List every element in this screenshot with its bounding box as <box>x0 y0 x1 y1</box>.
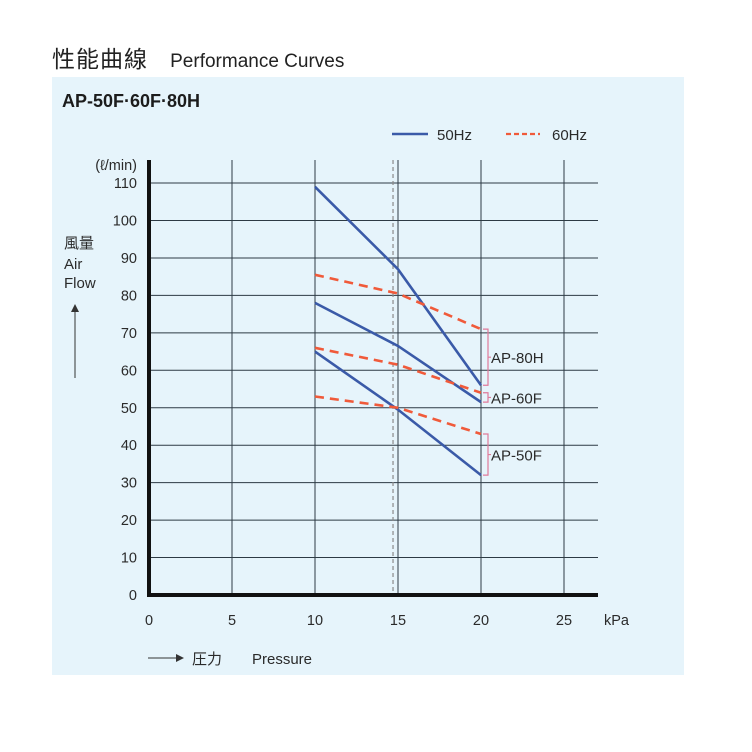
y-tick-label: 10 <box>121 551 137 567</box>
y-tick-label: 60 <box>121 363 137 379</box>
y-tick-label: 80 <box>121 288 137 304</box>
series-line-ap-80h-50hz <box>314 185 483 387</box>
x-tick-label: 0 <box>145 613 153 629</box>
y-tick-label: 100 <box>113 214 137 230</box>
model-label: AP-60F <box>491 390 542 407</box>
legend-label-50hz: 50Hz <box>437 127 472 144</box>
x-tick-label: 15 <box>390 613 406 629</box>
y-tick-label: 40 <box>121 438 137 454</box>
page-title-en: Performance Curves <box>170 51 345 72</box>
model-bracket <box>483 328 491 386</box>
model-bracket <box>483 392 491 403</box>
series-line-ap-50f-60hz <box>314 395 482 436</box>
x-tick-label: 25 <box>556 613 572 629</box>
chart-panel <box>52 77 684 675</box>
legend-label-60hz: 60Hz <box>552 127 587 144</box>
y-tick-label: 20 <box>121 513 137 529</box>
arrow-up-icon <box>71 304 79 312</box>
x-tick-label: 5 <box>228 613 236 629</box>
page-title-jp: 性能曲線 <box>52 47 148 73</box>
model-label: AP-80H <box>491 350 544 367</box>
model-bracket <box>483 433 491 476</box>
x-tick-label: 20 <box>473 613 489 629</box>
page-title: 性能曲線 Performance Curves <box>52 40 344 74</box>
x-tick-label: 10 <box>307 613 323 629</box>
series-line-ap-60f-60hz <box>314 346 482 395</box>
y-axis-title-en: Flow <box>64 275 96 292</box>
y-tick-label: 30 <box>121 476 137 492</box>
x-unit-label: kPa <box>604 613 630 629</box>
y-tick-label: 50 <box>121 401 137 417</box>
series-line-ap-50f-50hz <box>314 350 482 477</box>
x-axis-title-jp: 圧力 <box>192 650 222 668</box>
y-unit-label: (ℓ/min) <box>95 158 137 174</box>
x-axis-title-en: Pressure <box>252 651 312 668</box>
y-tick-label: 70 <box>121 326 137 342</box>
y-tick-label: 90 <box>121 251 137 267</box>
model-label: AP-50F <box>491 448 542 465</box>
arrow-right-icon <box>176 654 184 662</box>
y-tick-label: 110 <box>114 176 137 192</box>
y-axis-title-en: Air <box>64 256 82 273</box>
y-axis-title-jp: 風量 <box>64 234 94 252</box>
y-tick-label: 0 <box>129 588 137 604</box>
chart-title: AP-50F·60F·80H <box>62 91 201 111</box>
